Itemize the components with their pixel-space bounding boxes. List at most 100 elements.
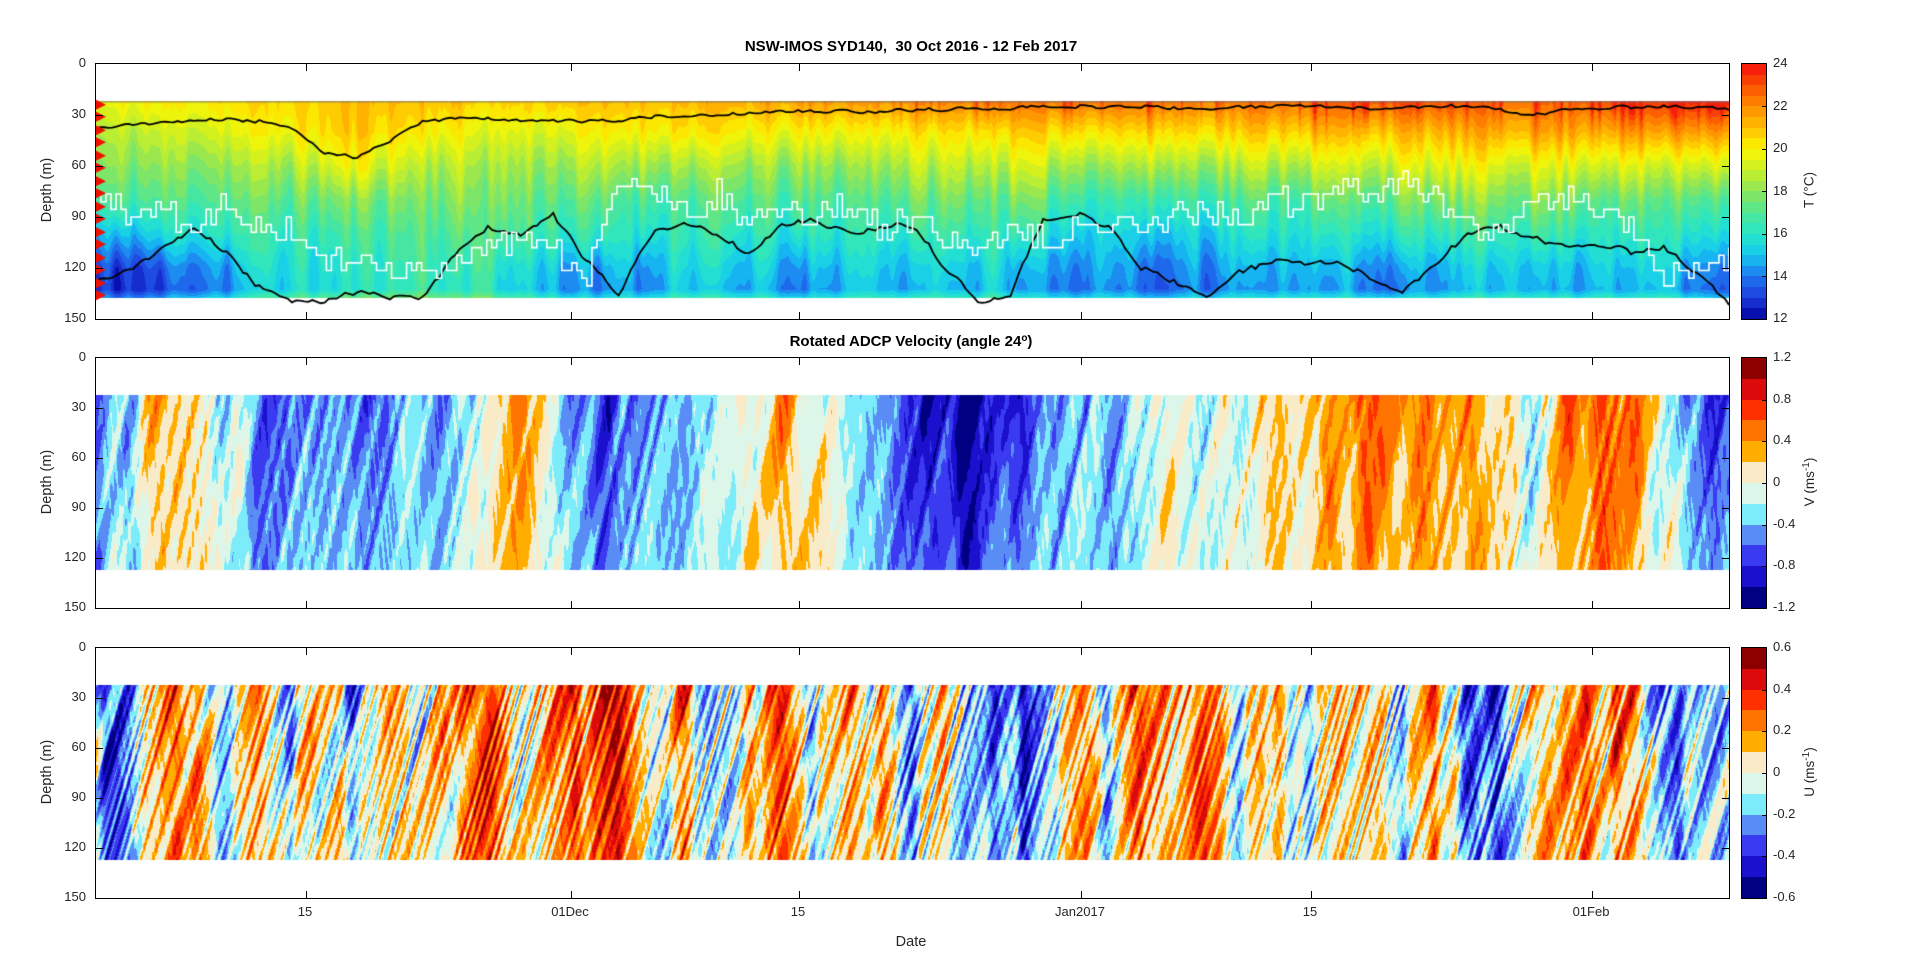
y-tick-mark <box>96 698 103 699</box>
x-tick-mark <box>1311 64 1312 71</box>
x-tick-mark <box>1592 648 1593 655</box>
colorbar-tick-label: 14 <box>1773 267 1788 283</box>
x-tick-mark <box>306 312 307 319</box>
x-tick-label: 15 <box>790 904 806 919</box>
v-velocity-panel <box>95 357 1730 609</box>
x-tick-mark <box>1592 64 1593 71</box>
x-tick-mark <box>1081 358 1082 365</box>
colorbar-band <box>1742 85 1766 96</box>
x-tick-mark <box>571 358 572 365</box>
y-tick-mark <box>1722 458 1729 459</box>
x-tick-mark <box>1311 648 1312 655</box>
x-tick-mark <box>1311 312 1312 319</box>
y-tick-mark <box>96 115 103 116</box>
x-tick-mark <box>799 312 800 319</box>
x-tick-label: 15 <box>1302 904 1318 919</box>
y-tick-label: 60 <box>71 739 86 754</box>
temperature-colorbar <box>1741 63 1767 320</box>
x-tick-mark <box>571 64 572 71</box>
colorbar-tick-label: 1.2 <box>1773 349 1792 364</box>
colorbar-band <box>1742 138 1766 149</box>
colorbar-band <box>1742 483 1766 504</box>
x-tick-mark <box>306 64 307 71</box>
colorbar-band <box>1742 462 1766 483</box>
x-tick-mark <box>571 648 572 655</box>
y-tick-label: 30 <box>71 689 86 704</box>
colorbar-band <box>1742 525 1766 545</box>
x-tick-mark <box>799 648 800 655</box>
y-tick-mark <box>96 408 103 409</box>
x-tick-label: 15 <box>297 904 313 919</box>
y-tick-label: 120 <box>64 549 86 564</box>
y-tick-label: 0 <box>78 639 86 654</box>
y-tick-mark <box>1722 268 1729 269</box>
x-tick-mark <box>571 891 572 898</box>
x-tick-mark <box>571 312 572 319</box>
colorbar-tick-label: 12 <box>1773 310 1788 325</box>
x-tick-mark <box>1081 601 1082 608</box>
x-tick-mark <box>1081 648 1082 655</box>
colorbar-band <box>1742 266 1766 276</box>
colorbar-band <box>1742 234 1766 245</box>
y-tick-label: 150 <box>64 599 86 614</box>
colorbar-tick-mark <box>1762 483 1766 484</box>
colorbar-tick-mark <box>1762 234 1766 235</box>
colorbar-tick-label: 0.6 <box>1773 639 1792 654</box>
v-colorbar-label-sup: -1 <box>1801 462 1812 472</box>
colorbar-band <box>1742 64 1766 75</box>
colorbar-tick-label: 22 <box>1773 97 1788 113</box>
y-tick-mark <box>96 458 103 459</box>
colorbar-tick-label: -0.2 <box>1773 805 1796 821</box>
y-tick-mark <box>96 508 103 509</box>
colorbar-band <box>1742 160 1766 170</box>
x-tick-mark <box>1592 358 1593 365</box>
colorbar-tick-label: 20 <box>1773 140 1788 155</box>
colorbar-band <box>1742 276 1766 287</box>
colorbar-band <box>1742 648 1766 669</box>
colorbar-tick-label: 0 <box>1773 474 1781 489</box>
colorbar-band <box>1742 877 1766 898</box>
y-tick-mark <box>96 798 103 799</box>
colorbar-band <box>1742 710 1766 731</box>
v-velocity-heatmap <box>96 358 1729 608</box>
colorbar-band <box>1742 835 1766 856</box>
colorbar-tick-label: 0 <box>1773 764 1781 779</box>
colorbar-band <box>1742 213 1766 223</box>
temperature-panel <box>95 63 1730 320</box>
y-tick-label: 150 <box>64 889 86 904</box>
u-velocity-panel <box>95 647 1730 899</box>
colorbar-band <box>1742 202 1766 213</box>
colorbar-band <box>1742 690 1766 710</box>
y-tick-label: 60 <box>71 449 86 464</box>
y-tick-label: 0 <box>78 55 86 70</box>
colorbar-band <box>1742 287 1766 298</box>
x-tick-mark <box>306 891 307 898</box>
colorbar-band <box>1742 117 1766 128</box>
colorbar-band <box>1742 298 1766 308</box>
x-tick-mark <box>571 601 572 608</box>
colorbar-tick-mark <box>1762 856 1766 857</box>
y-tick-label: 120 <box>64 259 86 274</box>
colorbar-band <box>1742 128 1766 138</box>
colorbar-tick-mark <box>1762 566 1766 567</box>
y-tick-label: 90 <box>71 499 86 514</box>
x-tick-mark <box>306 358 307 365</box>
adcp-velocity-title: Rotated ADCP Velocity (angle 24o) <box>790 333 1033 350</box>
colorbar-tick-label: 0.4 <box>1773 680 1792 696</box>
x-tick-mark <box>1081 891 1082 898</box>
colorbar-band <box>1742 358 1766 379</box>
colorbar-tick-label: -0.6 <box>1773 889 1796 904</box>
colorbar-band <box>1742 245 1766 255</box>
y-tick-label: 30 <box>71 399 86 414</box>
colorbar-tick-mark <box>1762 191 1766 192</box>
y-tick-mark <box>1722 408 1729 409</box>
colorbar-tick-mark <box>1762 773 1766 774</box>
colorbar-band <box>1742 170 1766 181</box>
colorbar-band <box>1742 255 1766 266</box>
colorbar-tick-label: 18 <box>1773 182 1788 198</box>
u-colorbar-label-close: ) <box>1802 747 1817 752</box>
y-tick-label: 60 <box>71 157 86 172</box>
x-tick-mark <box>1311 891 1312 898</box>
colorbar-band <box>1742 752 1766 773</box>
y-tick-mark <box>1722 848 1729 849</box>
